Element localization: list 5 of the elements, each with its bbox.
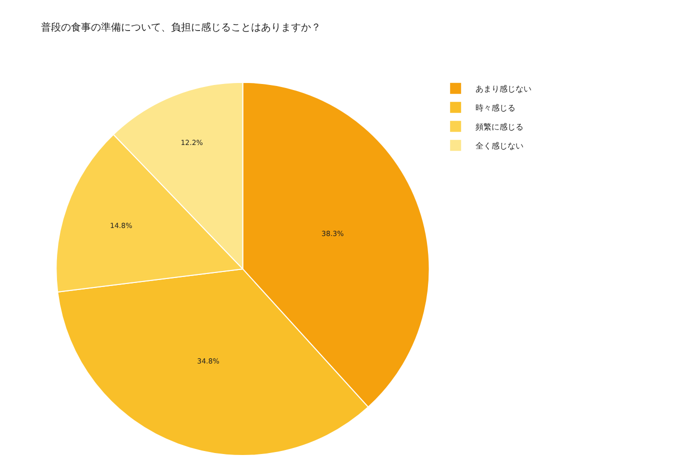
legend-label: あまり感じない (476, 84, 532, 94)
legend-label: 頻繁に感じる (476, 122, 524, 132)
legend-label: 時々感じる (476, 104, 516, 113)
chart-title: 普段の食事の準備について、負担に感じることはありますか？ (41, 22, 322, 34)
legend-label: 全く感じない (476, 142, 524, 151)
